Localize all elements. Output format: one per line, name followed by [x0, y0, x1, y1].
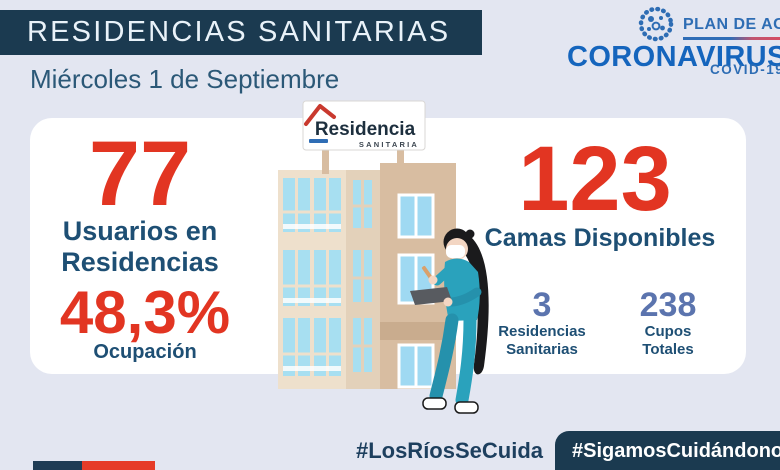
- occupancy-value: 48,3%: [59, 279, 231, 346]
- users-label: Usuarios en Residencias: [61, 216, 219, 278]
- hashtag-badge-label: #SigamosCuidándonos: [572, 440, 780, 462]
- gov-bar-blue-segment: [33, 461, 82, 470]
- header-banner: RESIDENCIAS SANITARIAS: [0, 10, 482, 55]
- capacity-count: 238: [639, 286, 697, 324]
- hashtag-losrios: #LosRíosSeCuida: [355, 438, 543, 463]
- gov-bar-red-segment: [82, 461, 155, 470]
- hashtag-badge: #SigamosCuidándonos: [555, 431, 780, 470]
- users-count: 77: [88, 123, 192, 225]
- coronavirus-wordmark: CORONAVIRUS: [567, 41, 780, 73]
- residencia-sign: Residencia SANITARIA: [302, 100, 426, 174]
- sign-title: Residencia: [315, 119, 416, 140]
- virus-icon: [638, 6, 674, 42]
- date-text: Miércoles 1 de Septiembre: [30, 64, 340, 94]
- plan-de-accion-label: PLAN DE ACCIÓN: [683, 16, 780, 33]
- page-title: RESIDENCIAS SANITARIAS: [27, 16, 451, 48]
- beds-label: Camas Disponibles: [484, 224, 716, 252]
- capacity-label: Cupos Totales: [642, 323, 694, 358]
- gov-logo-bar: [33, 461, 155, 470]
- residences-label: Residencias Sanitarias: [498, 323, 586, 358]
- occupancy-label: Ocupación: [93, 341, 197, 363]
- sign-underline: [309, 139, 328, 143]
- beds-count: 123: [518, 128, 672, 230]
- sign-subtitle: SANITARIA: [359, 140, 419, 149]
- covid19-label: COVID-19: [710, 62, 780, 77]
- nurse-illustration: [410, 228, 489, 414]
- sign-roof-icon: [304, 104, 336, 126]
- residences-count: 3: [532, 286, 552, 324]
- plan-underline: [683, 37, 780, 40]
